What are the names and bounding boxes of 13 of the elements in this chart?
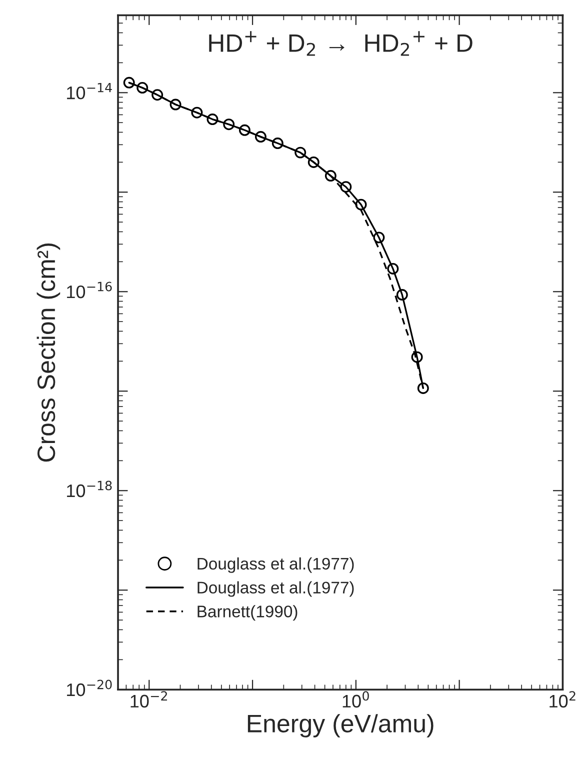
x-tick-label: 10$^{2}$ bbox=[550, 691, 576, 708]
x-axis-title: Energy (eV/amu) bbox=[248, 714, 434, 738]
y-tick-label: 10$^{−16}$ bbox=[67, 282, 112, 298]
legend-label: Douglass et al.(1977) bbox=[198, 557, 354, 573]
y-tick-label: 10$^{−18}$ bbox=[67, 480, 112, 498]
x-tick-label: 10$^{0}$ bbox=[342, 691, 369, 708]
legend-label: Douglass et al.(1977) bbox=[198, 581, 354, 597]
y-tick-label: 10$^{−20}$ bbox=[67, 680, 112, 696]
text: HD$^{+}$ + D$_{2}$ → HD$_{2}$$^{+}$ + D bbox=[209, 31, 472, 56]
y-axis-title: Cross Section (cm²) bbox=[36, 244, 60, 462]
x-tick-label: 10$^{−2}$ bbox=[130, 691, 167, 708]
legend-label: Barnett(1990) bbox=[198, 605, 298, 621]
y-tick-label: 10$^{−14}$ bbox=[67, 82, 112, 100]
